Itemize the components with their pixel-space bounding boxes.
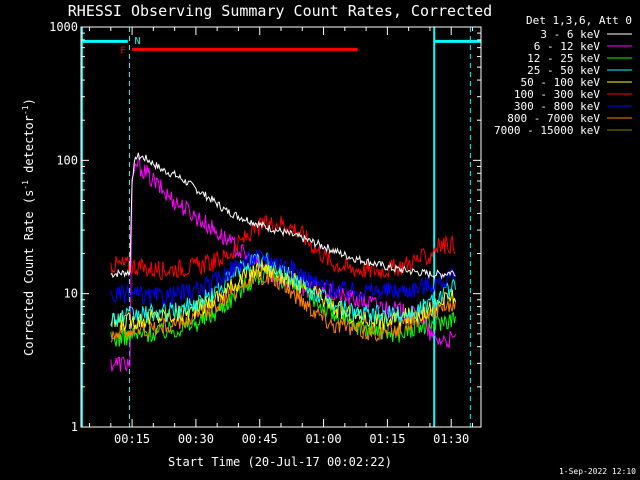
x-axis: 00:15 00:30 00:45 01:00 01:15 01:30 [89, 27, 473, 446]
x-tick-label: 00:45 [242, 432, 278, 446]
y-tick-label: 10 [64, 287, 78, 301]
legend-label: 12 - 25 keV [527, 52, 600, 65]
y-tick-label: 1000 [49, 20, 78, 34]
y-tick-label: 1 [71, 420, 78, 434]
flare-flag-label: F [120, 45, 126, 56]
series-line-6-12keV [110, 157, 456, 372]
legend-label: 300 - 800 keV [514, 100, 600, 113]
night-flag-label: N [135, 36, 141, 47]
chart-title: RHESSI Observing Summary Count Rates, Co… [68, 2, 492, 20]
marker-layer: FN [80, 27, 481, 427]
legend-label: 7000 - 15000 keV [494, 124, 600, 137]
y-axis-label-sup2: -1 [21, 105, 30, 115]
series-line-12-25keV [110, 266, 456, 347]
legend-label: 800 - 7000 keV [507, 112, 600, 125]
legend-label: 50 - 100 keV [521, 76, 601, 89]
y-axis: 1 10 100 1000 [49, 20, 481, 434]
series-layer [110, 152, 456, 372]
x-tick-label: 01:00 [305, 432, 341, 446]
legend-label: 6 - 12 keV [534, 40, 601, 53]
x-tick-label: 01:15 [369, 432, 405, 446]
series-line-100-300keV [110, 214, 456, 281]
y-axis-label-sup1: -1 [21, 180, 30, 190]
legend-label: 3 - 6 keV [540, 28, 600, 41]
legend-label: 100 - 300 keV [514, 88, 600, 101]
y-tick-label: 100 [56, 153, 78, 167]
legend-header: Det 1,3,6, Att 0 [526, 14, 632, 27]
x-tick-label: 00:30 [178, 432, 214, 446]
x-tick-label: 01:30 [433, 432, 469, 446]
series-line-300-800keV [110, 248, 456, 306]
x-axis-label: Start Time (20-Jul-17 00:02:22) [168, 455, 392, 469]
y-axis-label-end: ) [22, 98, 36, 105]
series-line-3-6keV [110, 152, 456, 280]
y-axis-label: Corrected Count Rate (s-1 detector-1) [21, 98, 36, 356]
y-axis-label-main: Corrected Count Rate (s [22, 190, 36, 356]
footer-timestamp: 1-Sep-2022 12:10 [559, 467, 636, 476]
legend-label: 25 - 50 keV [527, 64, 600, 77]
x-tick-label: 00:15 [114, 432, 150, 446]
y-axis-label-mid: detector [22, 115, 36, 180]
